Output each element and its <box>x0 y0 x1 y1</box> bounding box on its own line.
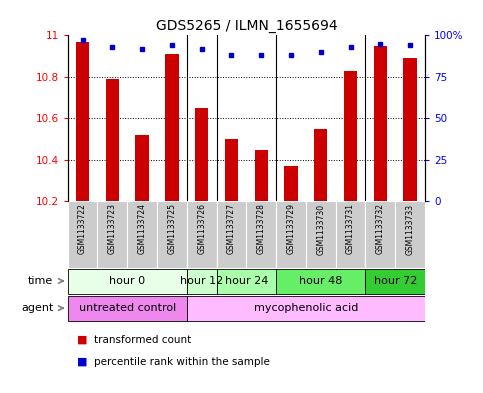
Text: ■: ■ <box>77 356 88 367</box>
Text: GSM1133728: GSM1133728 <box>257 204 266 254</box>
Text: ■: ■ <box>77 335 88 345</box>
Bar <box>187 269 216 294</box>
Text: percentile rank within the sample: percentile rank within the sample <box>94 356 270 367</box>
Bar <box>246 202 276 268</box>
Text: hour 24: hour 24 <box>225 276 268 286</box>
Bar <box>403 58 417 202</box>
Bar <box>366 202 395 268</box>
Bar <box>127 202 157 268</box>
Bar <box>276 202 306 268</box>
Text: transformed count: transformed count <box>94 335 191 345</box>
Text: hour 0: hour 0 <box>109 276 145 286</box>
Bar <box>366 269 425 294</box>
Bar <box>68 269 187 294</box>
Bar <box>157 202 187 268</box>
Bar <box>276 269 366 294</box>
Bar <box>216 269 276 294</box>
Bar <box>336 202 366 268</box>
Bar <box>68 296 187 321</box>
Text: GSM1133730: GSM1133730 <box>316 204 325 255</box>
Text: mycophenolic acid: mycophenolic acid <box>254 303 358 313</box>
Bar <box>284 166 298 202</box>
Bar <box>68 202 98 268</box>
Text: GSM1133731: GSM1133731 <box>346 204 355 254</box>
Bar <box>76 42 89 202</box>
Text: GSM1133723: GSM1133723 <box>108 204 117 254</box>
Text: GSM1133733: GSM1133733 <box>406 204 414 255</box>
Bar <box>225 139 238 202</box>
Text: GSM1133724: GSM1133724 <box>138 204 146 254</box>
Bar <box>165 54 179 202</box>
Text: GSM1133725: GSM1133725 <box>168 204 176 254</box>
Bar <box>306 202 336 268</box>
Text: GSM1133732: GSM1133732 <box>376 204 385 254</box>
Text: hour 72: hour 72 <box>373 276 417 286</box>
Bar <box>98 202 127 268</box>
Bar <box>255 150 268 202</box>
Text: GSM1133726: GSM1133726 <box>197 204 206 254</box>
Bar <box>187 202 216 268</box>
Bar <box>314 129 327 202</box>
Text: GSM1133722: GSM1133722 <box>78 204 87 254</box>
Title: GDS5265 / ILMN_1655694: GDS5265 / ILMN_1655694 <box>156 19 337 33</box>
Text: GSM1133727: GSM1133727 <box>227 204 236 254</box>
Bar <box>195 108 208 202</box>
Bar <box>216 202 246 268</box>
Bar <box>344 71 357 202</box>
Text: GSM1133729: GSM1133729 <box>286 204 296 254</box>
Bar <box>187 296 425 321</box>
Text: hour 12: hour 12 <box>180 276 223 286</box>
Bar <box>374 46 387 202</box>
Text: hour 48: hour 48 <box>299 276 342 286</box>
Bar <box>106 79 119 202</box>
Text: agent: agent <box>21 303 53 313</box>
Text: time: time <box>28 276 53 286</box>
Text: untreated control: untreated control <box>79 303 176 313</box>
Bar <box>395 202 425 268</box>
Bar <box>135 135 149 202</box>
